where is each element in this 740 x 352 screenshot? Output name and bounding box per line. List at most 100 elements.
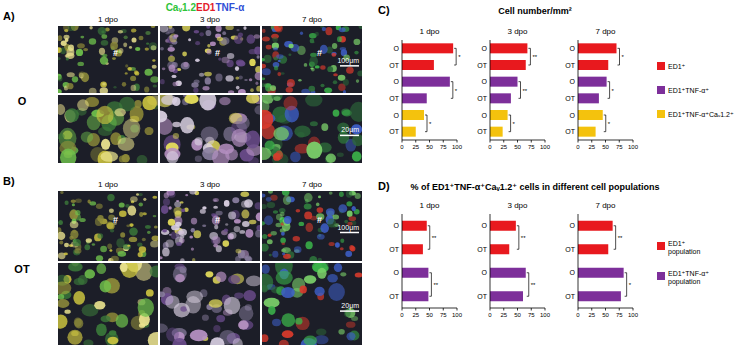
cell-blob bbox=[217, 37, 223, 41]
tick-label: 100 bbox=[540, 144, 551, 150]
cell-blob bbox=[262, 334, 268, 342]
tick bbox=[545, 140, 546, 143]
cell-blob bbox=[76, 49, 83, 56]
chart-title: 3 dpo bbox=[507, 27, 528, 36]
cell-blob bbox=[202, 206, 206, 209]
cell-blob bbox=[311, 41, 314, 43]
region-mark: # bbox=[113, 48, 118, 58]
significance-bracket bbox=[604, 115, 606, 132]
bar bbox=[578, 268, 624, 278]
cell-blob bbox=[203, 86, 210, 90]
cell-blob bbox=[216, 315, 225, 322]
significance-label: * bbox=[608, 121, 611, 127]
significance-label: ** bbox=[523, 88, 528, 94]
bar bbox=[490, 77, 518, 87]
cell-blob bbox=[234, 226, 241, 232]
cell-blob bbox=[304, 204, 312, 210]
significance-bracket bbox=[454, 48, 456, 65]
cell-blob bbox=[101, 151, 119, 162]
cell-blob bbox=[194, 30, 200, 33]
tick-label: 0 bbox=[576, 144, 580, 150]
cell-blob bbox=[160, 256, 163, 259]
tick bbox=[605, 308, 606, 311]
tick bbox=[402, 140, 403, 143]
significance-bracket bbox=[428, 226, 430, 250]
cell-blob bbox=[135, 71, 140, 75]
panel-label: A) bbox=[3, 10, 15, 22]
micrograph-bg bbox=[262, 263, 362, 345]
scale-bar bbox=[340, 65, 359, 67]
cell-blob bbox=[145, 225, 151, 229]
cell-blob bbox=[96, 106, 113, 124]
micrograph bbox=[160, 263, 260, 345]
y-axis bbox=[578, 40, 579, 140]
tick-label: 50 bbox=[514, 144, 521, 150]
cell-blob bbox=[331, 52, 336, 56]
cell-blob bbox=[175, 274, 185, 282]
significance-label: ** bbox=[531, 282, 536, 288]
bar bbox=[402, 110, 424, 120]
cell-blob bbox=[107, 194, 114, 201]
cell-blob bbox=[282, 243, 286, 245]
cell-blob bbox=[332, 53, 337, 57]
tick bbox=[443, 308, 444, 311]
cell-blob bbox=[173, 82, 179, 87]
cell-blob bbox=[275, 151, 283, 160]
cell-blob bbox=[264, 55, 272, 63]
column-label: 3 dpo bbox=[200, 180, 221, 189]
cell-blob bbox=[327, 66, 333, 72]
cell-blob bbox=[100, 280, 112, 292]
cell-blob bbox=[195, 41, 200, 45]
cell-blob bbox=[266, 197, 272, 202]
tick-label: 25 bbox=[500, 144, 507, 150]
cell-blob bbox=[279, 340, 289, 345]
cell-blob bbox=[119, 48, 124, 54]
cell-blob bbox=[294, 246, 302, 253]
cell-blob bbox=[145, 31, 150, 35]
cell-blob bbox=[346, 201, 352, 206]
cell-blob bbox=[335, 242, 340, 248]
cell-blob bbox=[96, 263, 106, 274]
cell-blob bbox=[58, 76, 63, 82]
cell-blob bbox=[238, 320, 249, 329]
cell-blob bbox=[125, 72, 128, 74]
cell-blob bbox=[125, 64, 128, 67]
cell-blob bbox=[120, 263, 128, 272]
bar bbox=[402, 43, 453, 53]
significance-label: * bbox=[612, 88, 615, 94]
significance-label: * bbox=[622, 54, 625, 60]
cell-blob bbox=[172, 97, 180, 106]
cell-blob bbox=[83, 48, 88, 51]
cell-blob bbox=[64, 29, 68, 32]
cell-blob bbox=[262, 58, 265, 62]
legend-line: ED1⁺ bbox=[668, 240, 686, 247]
micrograph bbox=[262, 95, 362, 163]
cell-blob bbox=[225, 223, 228, 225]
cell-blob bbox=[228, 90, 234, 93]
micrograph-bg bbox=[160, 263, 260, 345]
cell-blob bbox=[160, 324, 168, 333]
cell-blob bbox=[350, 102, 362, 122]
cell-blob bbox=[173, 133, 179, 139]
cell-blob bbox=[126, 224, 130, 227]
cell-blob bbox=[304, 193, 313, 202]
cell-blob bbox=[352, 151, 362, 161]
cell-blob bbox=[352, 206, 356, 211]
cell-blob bbox=[109, 330, 116, 335]
cell-blob bbox=[119, 202, 125, 207]
cell-blob bbox=[77, 62, 84, 66]
cell-blob bbox=[130, 76, 136, 81]
cell-blob bbox=[250, 88, 254, 92]
tick-label: 25 bbox=[588, 144, 595, 150]
cell-blob bbox=[154, 226, 158, 229]
cell-blob bbox=[109, 249, 112, 251]
cell-blob bbox=[150, 265, 158, 277]
cell-blob bbox=[306, 223, 314, 232]
micrograph bbox=[262, 263, 362, 345]
bar bbox=[490, 244, 509, 254]
bar bbox=[490, 93, 511, 103]
cell-blob bbox=[271, 231, 277, 235]
cell-blob bbox=[246, 95, 259, 104]
tick-label: 25 bbox=[500, 312, 507, 318]
cell-blob bbox=[293, 236, 300, 241]
